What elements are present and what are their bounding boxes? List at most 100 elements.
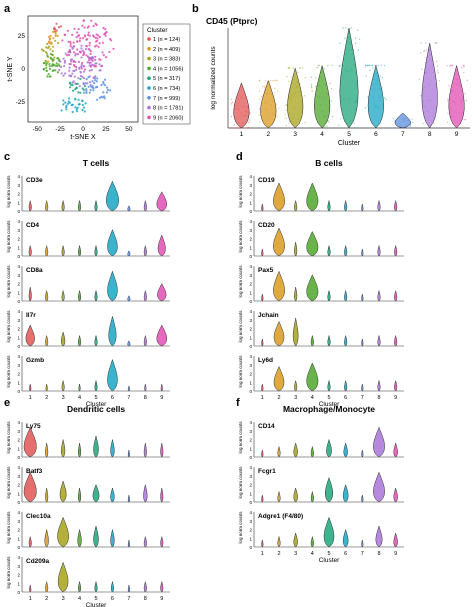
- tsne-point: [48, 40, 51, 43]
- cd45-point: [315, 85, 317, 88]
- row-ytick: 3: [17, 519, 20, 524]
- violin-7: [127, 449, 130, 458]
- row-ytick: 4: [17, 174, 20, 179]
- row-ytick: 2: [17, 573, 20, 578]
- dc-xtick: 3: [62, 596, 65, 602]
- tsne-point: [42, 49, 45, 53]
- tsne-ytick: 0: [21, 66, 25, 73]
- violin-4: [306, 182, 319, 212]
- tsne-point: [80, 63, 83, 66]
- panel-letter-e: e: [4, 397, 10, 409]
- cd45-point: [324, 126, 326, 128]
- row-ytick: 3: [17, 474, 20, 479]
- dc-row-1: Batf3 0 1 2 3 4 log norm counts: [6, 465, 170, 505]
- tsne-point: [66, 29, 69, 32]
- tsne-point: [96, 85, 99, 88]
- cd45-point: [304, 76, 306, 79]
- tsne-point: [80, 67, 83, 70]
- tsne-point: [85, 44, 88, 48]
- cd45-point: [231, 101, 234, 104]
- tsne-point: [90, 19, 93, 22]
- row-ytick: 3: [17, 228, 20, 233]
- violin-2: [277, 446, 281, 458]
- tsne-point: [84, 48, 87, 51]
- row-ytick: 4: [249, 420, 252, 425]
- cd45-violin-5: [339, 27, 359, 129]
- violin-9: [160, 442, 164, 458]
- dc-title: Dendritic cells: [67, 404, 125, 414]
- panel-letter-b: b: [192, 3, 199, 15]
- cd45-xtick: 6: [374, 131, 378, 138]
- tsne-point: [63, 64, 66, 68]
- legend-entry: 8 (n = 1781): [153, 106, 183, 112]
- row-ytick: 1: [249, 491, 252, 496]
- cd45-point: [285, 109, 288, 111]
- tsne-point: [109, 89, 112, 92]
- tsne-point: [63, 33, 66, 36]
- tsne-point: [72, 63, 76, 67]
- tsne-xtick: -25: [55, 126, 65, 133]
- cd45-point: [259, 98, 261, 101]
- row-ytick: 2: [17, 528, 20, 533]
- tsne-point: [54, 69, 57, 72]
- tsne-ytick: -25: [16, 99, 26, 106]
- row-ytick: 2: [17, 282, 20, 287]
- row-ytick: 0: [249, 344, 252, 349]
- tsne-point: [81, 37, 85, 40]
- tsne-point: [82, 88, 85, 91]
- tsne-point: [40, 48, 44, 51]
- cd45-point: [394, 126, 396, 129]
- macro-xtick: 4: [311, 551, 314, 557]
- bcells-row-2: Pax5 0 1 2 3 4 log norm counts: [238, 264, 404, 304]
- cd45-xtick: 4: [320, 131, 324, 138]
- violin-7: [127, 494, 130, 503]
- violin-8: [143, 536, 147, 548]
- tsne-point: [71, 33, 74, 37]
- cd45-point: [311, 90, 313, 92]
- tsne-point: [87, 31, 90, 34]
- tsne-point: [59, 60, 62, 63]
- violin-7: [127, 539, 130, 548]
- legend-entry: 6 (n = 734): [153, 86, 180, 92]
- row-ytick: 0: [17, 254, 20, 259]
- bcells-row-1: CD20 0 1 2 3 4 log norm counts: [238, 219, 404, 259]
- cd45-point: [340, 118, 342, 120]
- tsne-point: [86, 82, 89, 85]
- row-ylabel: log norm counts: [238, 421, 243, 454]
- tsne-point: [80, 65, 83, 68]
- macro-xtick: 3: [294, 551, 297, 557]
- violin-4: [310, 536, 314, 548]
- row-ytick: 3: [249, 429, 252, 434]
- bcells-title: B cells: [315, 158, 343, 168]
- cd45-point: [354, 37, 357, 39]
- violin-3: [294, 286, 298, 302]
- tsne-point: [71, 110, 74, 114]
- tsne-point: [77, 34, 80, 38]
- tsne-point: [55, 29, 58, 32]
- tsne-cluster-7: [82, 76, 112, 101]
- cd45-point: [311, 127, 313, 129]
- tsne-point: [98, 63, 101, 66]
- violin-4: [78, 335, 82, 347]
- bcells-row-3: Jchain 0 1 2 3 4 log norm counts: [238, 309, 404, 349]
- violin-9: [394, 335, 398, 347]
- legend-swatch: [147, 105, 151, 110]
- tsne-cluster-6: [60, 97, 87, 114]
- cd45-point: [344, 37, 346, 40]
- violin-7: [361, 539, 364, 548]
- tsne-point: [86, 61, 89, 64]
- panel-letter-d: d: [236, 151, 243, 163]
- tsne-point: [83, 52, 86, 55]
- violin-2: [45, 581, 49, 593]
- dc-row-3: Cd209a 0 1 2 3 4 log norm counts: [6, 555, 170, 595]
- tsne-xtick: 50: [125, 126, 133, 133]
- cd45-point: [357, 29, 359, 31]
- cd45-point: [287, 80, 290, 83]
- violin-5: [94, 380, 98, 392]
- violin-3: [59, 480, 67, 503]
- cd45-point: [447, 100, 449, 102]
- row-ytick: 2: [249, 192, 252, 197]
- macro-xtick: 5: [327, 551, 330, 557]
- tsne-point: [50, 64, 54, 68]
- tsne-point: [48, 62, 51, 66]
